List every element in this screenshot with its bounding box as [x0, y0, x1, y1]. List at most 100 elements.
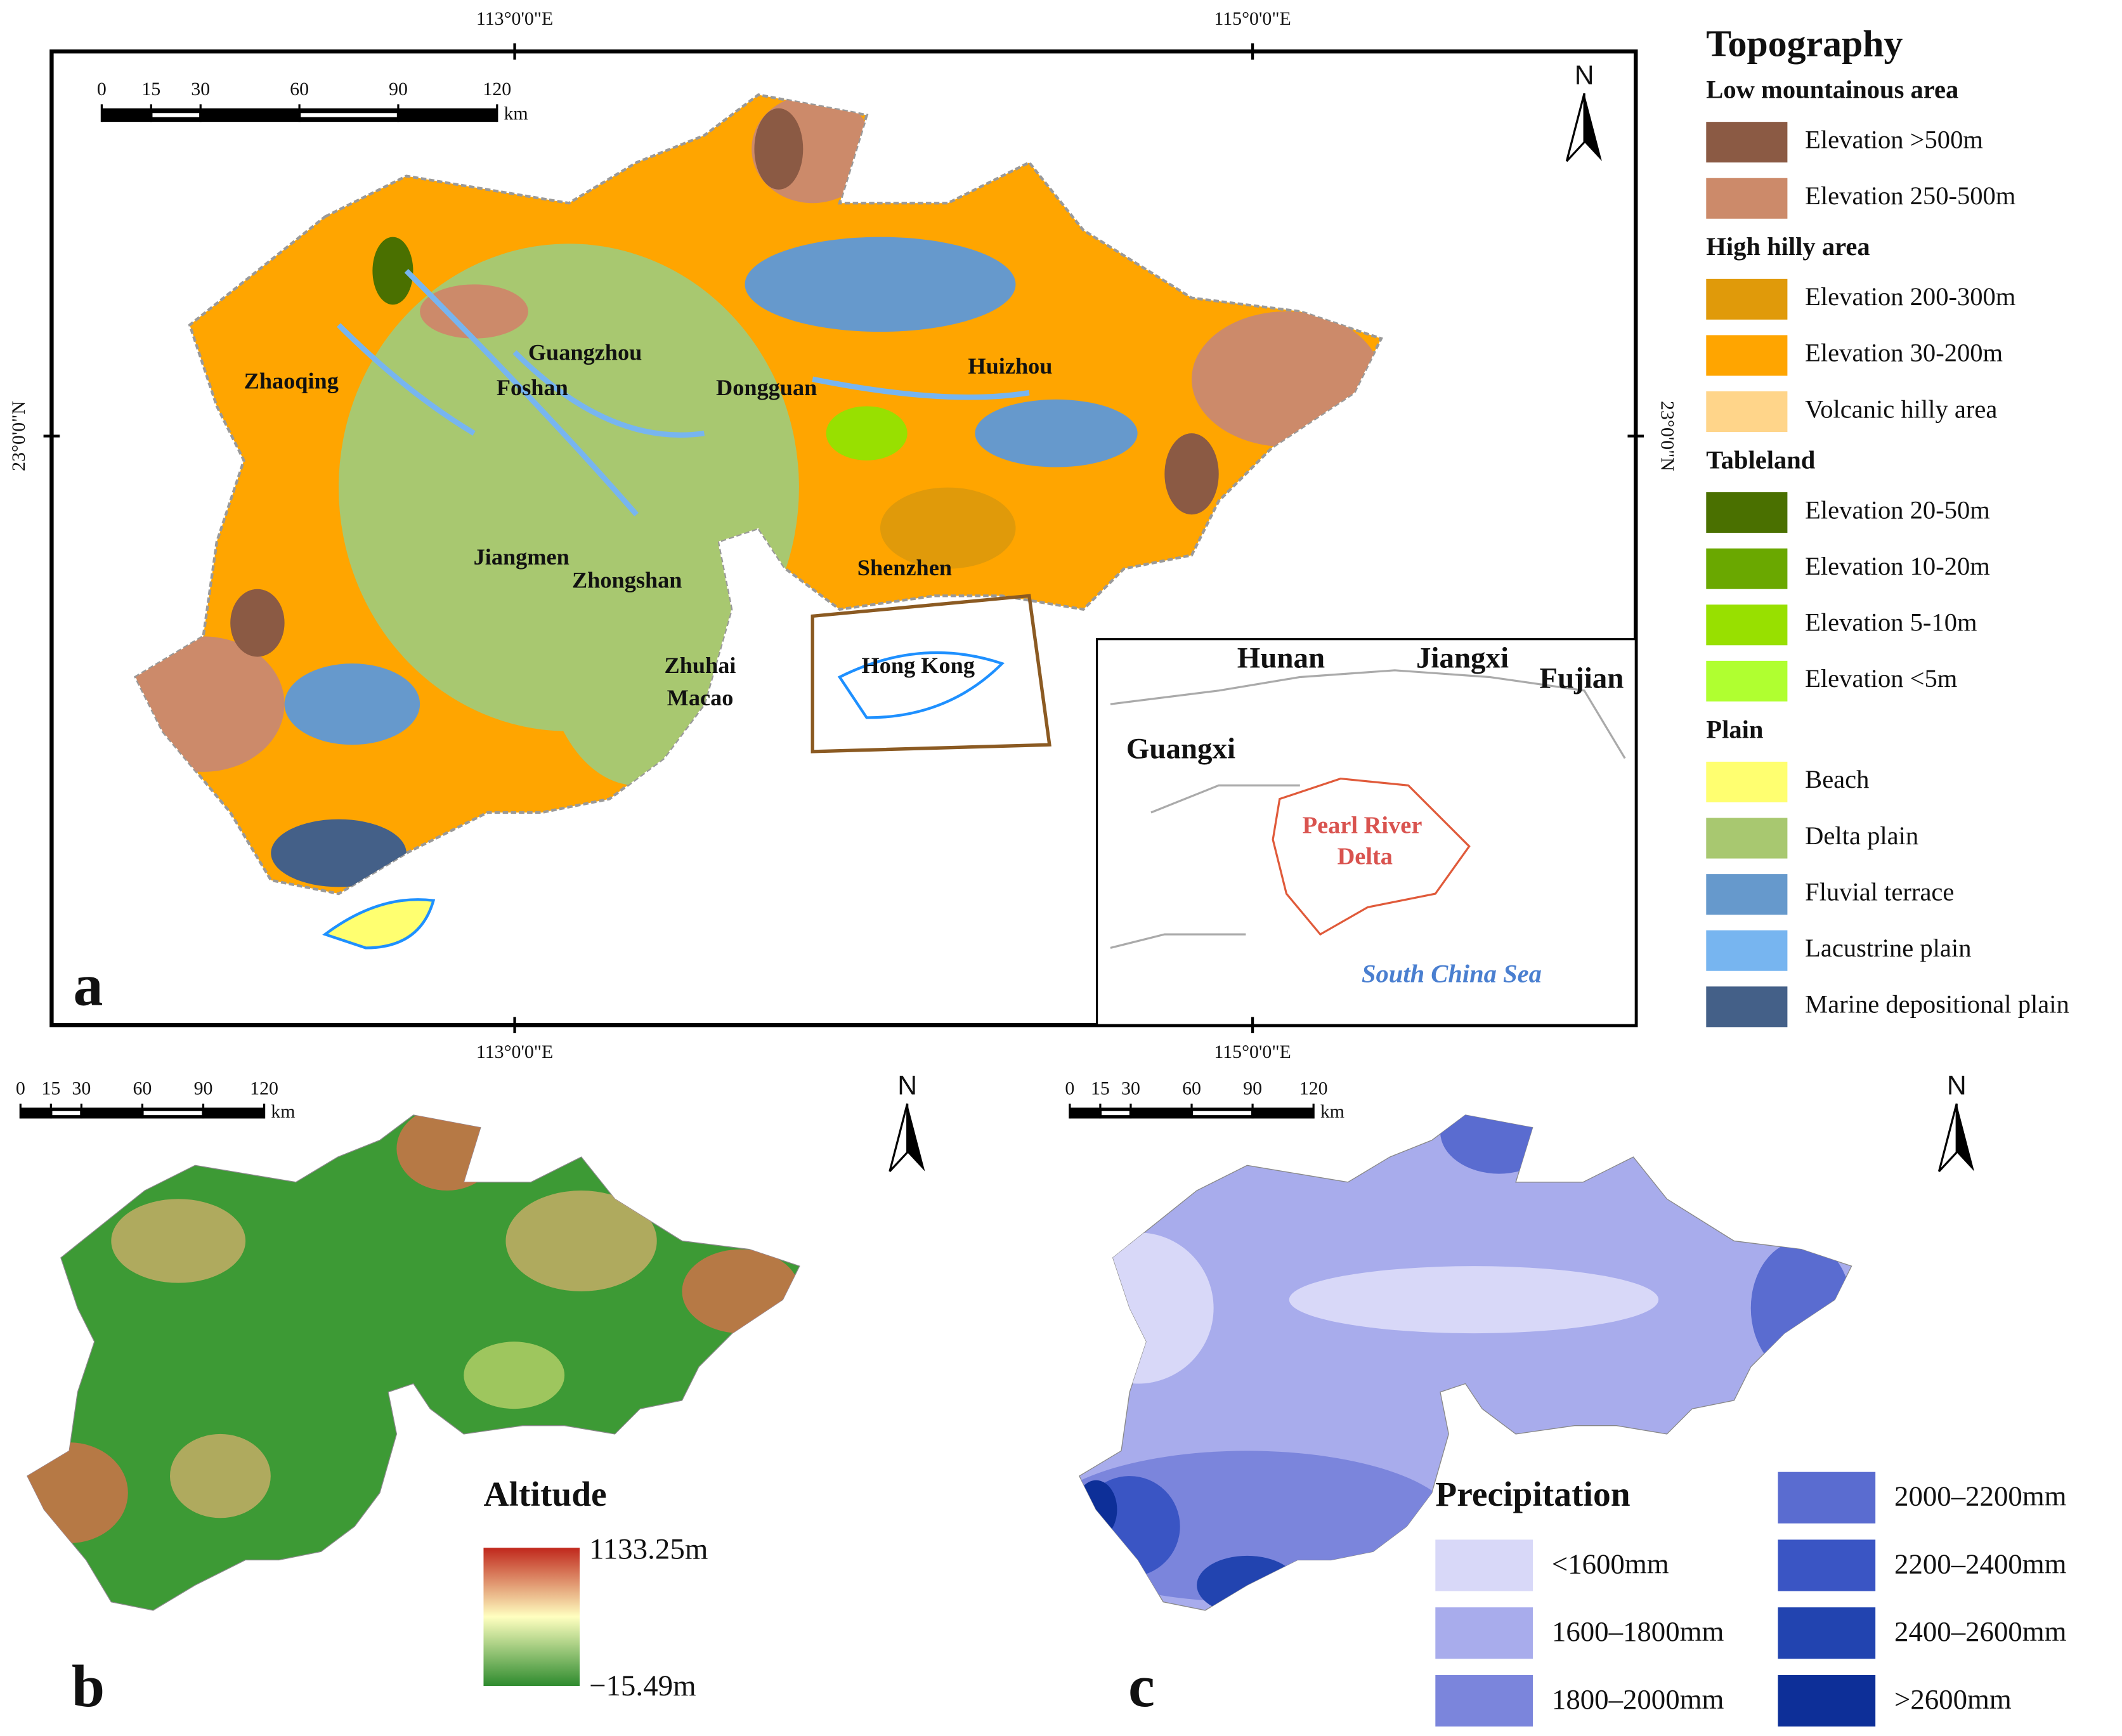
- legend-label: >2600mm: [1894, 1683, 2012, 1715]
- scale-bar-unit: km: [1320, 1101, 1344, 1122]
- scale-bar-segment: [143, 1111, 202, 1116]
- region-label: Delta: [1338, 843, 1393, 870]
- latitude-label: 23°0'0"N: [8, 401, 29, 471]
- scale-bar-label: 15: [1091, 1078, 1110, 1099]
- panel-label: a: [74, 952, 103, 1018]
- legend-swatch: [1706, 492, 1788, 533]
- legend-swatch: [1435, 1674, 1533, 1727]
- north-arrow: [1956, 1103, 1975, 1171]
- city-label: Zhuhai: [665, 653, 736, 678]
- region-label: Pearl River: [1303, 812, 1422, 839]
- legend-swatch: [1706, 761, 1788, 802]
- scale-bar-segment: [152, 113, 200, 117]
- legend-label: Elevation 250-500m: [1805, 181, 2015, 210]
- city-label: Huizhou: [968, 353, 1052, 379]
- legend-swatch: [1706, 335, 1788, 376]
- north-label: N: [1947, 1071, 1967, 1101]
- city-label: Dongguan: [716, 375, 817, 400]
- scale-bar-label: 30: [191, 79, 210, 100]
- legend-label: Fluvial terrace: [1805, 877, 1954, 906]
- legend-max: 1133.25m: [589, 1532, 708, 1565]
- legend-swatch: [1778, 1472, 1876, 1524]
- legend-label: Marine depositional plain: [1805, 990, 2069, 1019]
- scale-bar-segment: [301, 113, 397, 117]
- scale-bar-label: 60: [290, 79, 309, 100]
- north-arrow: [1565, 93, 1585, 162]
- scale-bar-label: 30: [72, 1078, 91, 1099]
- legend-group-title: Low mountainous area: [1706, 75, 1958, 103]
- legend-title: Precipitation: [1435, 1475, 1630, 1514]
- scale-bar-label: 15: [41, 1078, 60, 1099]
- scale-bar-label: 0: [97, 79, 107, 100]
- province-label: Jiangxi: [1416, 642, 1509, 675]
- altitude-colorbar: [483, 1548, 580, 1687]
- north-arrow: [1937, 1103, 1958, 1172]
- north-label: N: [897, 1071, 917, 1101]
- legend: Topography Low mountainous area Elevation …: [1706, 22, 2069, 1028]
- legend-label: Volcanic hilly area: [1805, 395, 1997, 423]
- city-label: Guangzhou: [528, 340, 642, 365]
- scale-bar-label: 15: [141, 79, 160, 100]
- scale-bar-label: 60: [133, 1078, 152, 1099]
- latitude-label: 23°0'0"N: [1657, 401, 1677, 471]
- legend-label: 2400–2600mm: [1894, 1615, 2067, 1647]
- legend-label: Elevation >500m: [1805, 125, 1983, 153]
- legend-label: 2200–2400mm: [1894, 1548, 2067, 1579]
- legend-swatch: [1706, 278, 1788, 320]
- city-label: Hong Kong: [862, 653, 975, 678]
- city-label: Zhongshan: [572, 567, 682, 592]
- legend-swatch: [1706, 874, 1788, 915]
- scale-bar-unit: km: [271, 1101, 295, 1122]
- north-label: N: [1575, 60, 1594, 91]
- legend-label: Beach: [1805, 765, 1869, 793]
- legend-label: Elevation 200-300m: [1805, 282, 2015, 311]
- north-arrow: [889, 1103, 909, 1172]
- legend-label: 1800–2000mm: [1552, 1683, 1724, 1715]
- scale-bar-label: 90: [389, 79, 408, 100]
- sea-label: South China Sea: [1362, 960, 1542, 988]
- legend-swatch: [1706, 986, 1788, 1028]
- longitude-label: 115°0'0"E: [1214, 8, 1291, 29]
- scale-bar-label: 120: [1299, 1078, 1328, 1099]
- legend-label: Elevation 10-20m: [1805, 552, 1990, 580]
- longitude-label: 113°0'0"E: [476, 1041, 553, 1062]
- scale-bar-segment: [1193, 1111, 1251, 1116]
- legend-label: Lacustrine plain: [1805, 934, 1971, 962]
- scale-bar-segment: [1102, 1111, 1129, 1116]
- city-label: Macao: [667, 685, 734, 710]
- scale-bar-label: 120: [483, 79, 511, 100]
- province-label: Guangxi: [1126, 733, 1235, 766]
- city-label: Jiangmen: [474, 544, 570, 570]
- province-label: Fujian: [1539, 662, 1624, 695]
- legend-swatch: [1706, 818, 1788, 859]
- legend-label: 1600–1800mm: [1552, 1615, 1724, 1647]
- legend-swatch: [1778, 1539, 1876, 1591]
- scale-bar-segment: [52, 1111, 81, 1116]
- scale-bar-label: 90: [194, 1078, 213, 1099]
- north-arrow: [907, 1103, 925, 1171]
- scale-bar-label: 0: [1065, 1078, 1074, 1099]
- legend-group-title: Plain: [1706, 715, 1763, 743]
- panel-label: b: [72, 1654, 105, 1720]
- legend-label: <1600mm: [1552, 1548, 1669, 1579]
- city-label: Shenzhen: [857, 555, 952, 580]
- legend-swatch: [1706, 391, 1788, 433]
- city-label: Foshan: [497, 375, 568, 400]
- scale-bar-label: 60: [1182, 1078, 1201, 1099]
- legend-label: Delta plain: [1805, 821, 1918, 850]
- scale-bar-label: 90: [1243, 1078, 1262, 1099]
- legend-swatch: [1706, 122, 1788, 163]
- legend-label: Elevation 30-200m: [1805, 339, 2003, 367]
- legend-swatch: [1706, 548, 1788, 589]
- legend-min: −15.49m: [589, 1669, 696, 1702]
- legend-label: 2000–2200mm: [1894, 1480, 2067, 1512]
- inset-map: Hunan Jiangxi Fujian Guangxi Pearl River Delt…: [1095, 638, 1637, 1026]
- legend-title: Altitude: [483, 1475, 606, 1514]
- legend-group-title: High hilly area: [1706, 232, 1870, 261]
- legend-swatch: [1435, 1539, 1533, 1591]
- legend-swatch: [1706, 930, 1788, 971]
- legend-swatch: [1778, 1607, 1876, 1659]
- scale-bar-label: 120: [250, 1078, 278, 1099]
